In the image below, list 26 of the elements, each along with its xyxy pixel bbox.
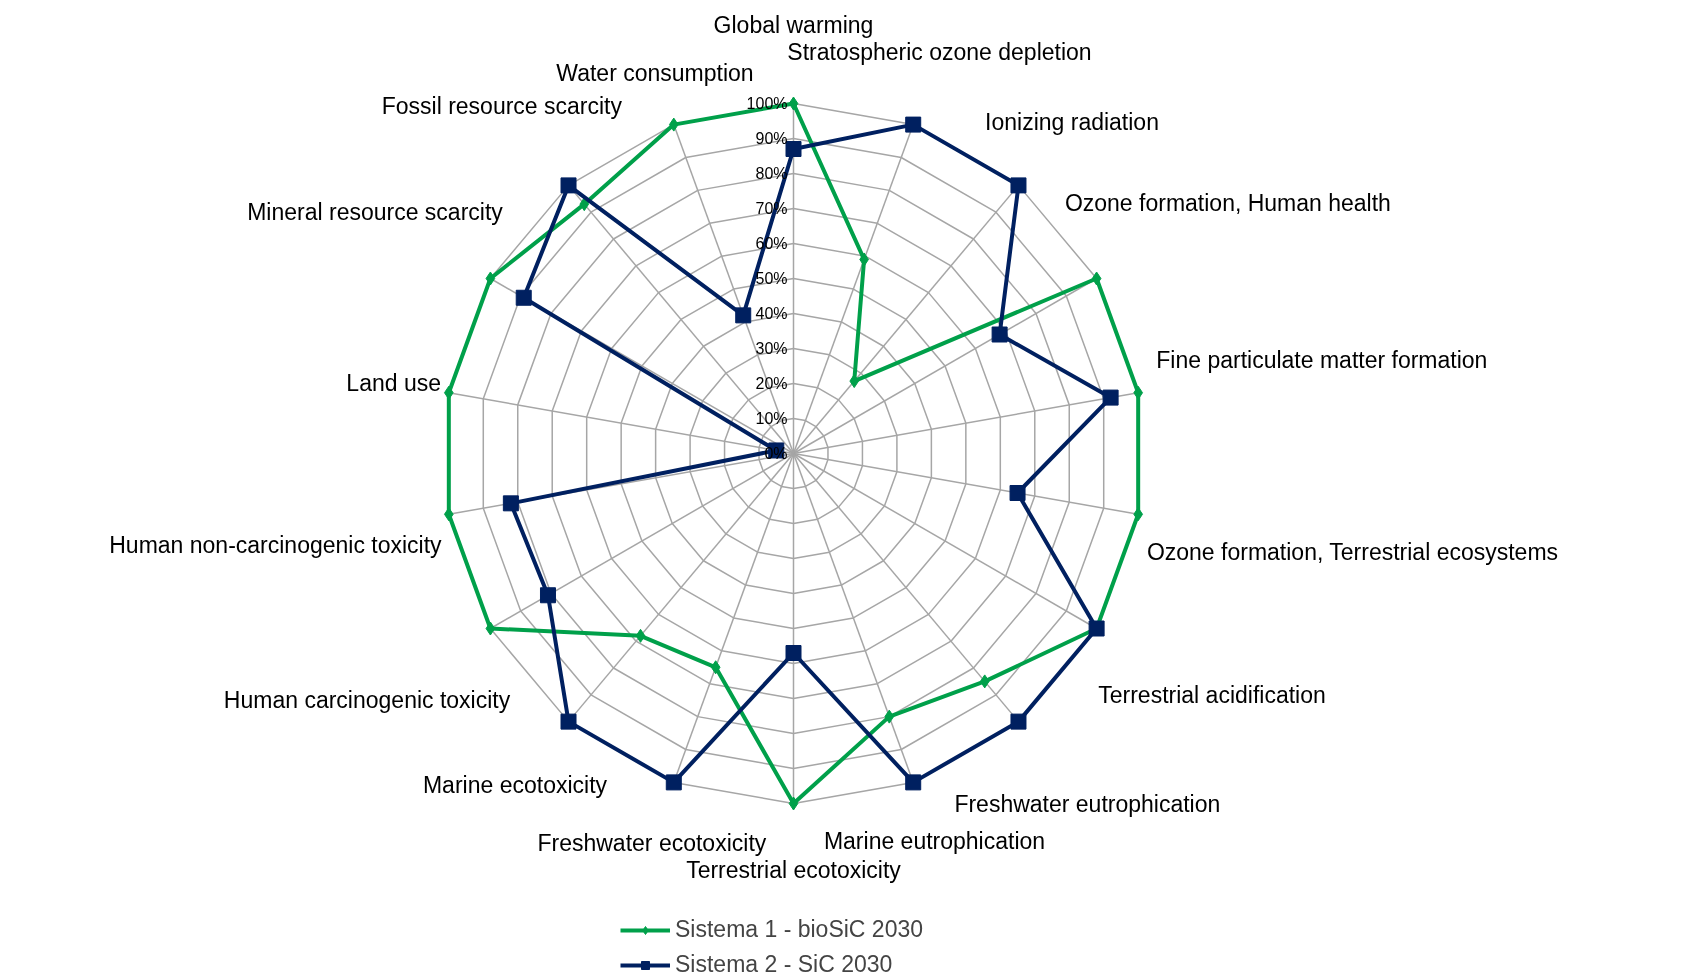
spoke-label: Freshwater ecotoxicity — [537, 829, 767, 856]
spoke-label: Freshwater eutrophication — [954, 790, 1221, 817]
y-tick-label: 20% — [755, 375, 788, 392]
legend-label: Sistema 1 - bioSiC 2030 — [675, 916, 924, 943]
y-tick-label: 40% — [755, 305, 788, 322]
y-tick-label: 30% — [755, 340, 788, 357]
y-tick-label: 90% — [755, 130, 788, 147]
spoke-label: Human carcinogenic toxicity — [223, 686, 511, 713]
spoke-label: Human non-carcinogenic toxicity — [109, 531, 443, 558]
spoke-label: Ionizing radiation — [985, 108, 1159, 135]
spoke-label: Ozone formation, Human health — [1064, 189, 1391, 216]
spoke-label: Terrestrial ecotoxicity — [686, 856, 902, 883]
spoke-label: Mineral resource scarcity — [247, 198, 504, 225]
spoke-label: Land use — [346, 370, 441, 396]
spoke-label: Fine particulate matter formation — [1156, 347, 1488, 374]
spoke-label: Global warming — [713, 12, 874, 39]
y-tick-label: 50% — [755, 270, 788, 287]
spoke-label: Terrestrial acidification — [1098, 682, 1326, 709]
legend-label: Sistema 2 - SiC 2030 — [675, 951, 893, 978]
spoke-label: Marine eutrophication — [823, 827, 1046, 854]
spoke-label: Water consumption — [556, 59, 754, 86]
spoke-label: Marine ecotoxicity — [422, 772, 608, 799]
spoke-label: Ozone formation, Terrestrial ecosystems — [1146, 539, 1559, 566]
y-tick-label: 10% — [755, 410, 788, 427]
spoke-label: Stratospheric ozone depletion — [787, 39, 1092, 66]
spoke-label: Fossil resource scarcity — [381, 92, 623, 119]
